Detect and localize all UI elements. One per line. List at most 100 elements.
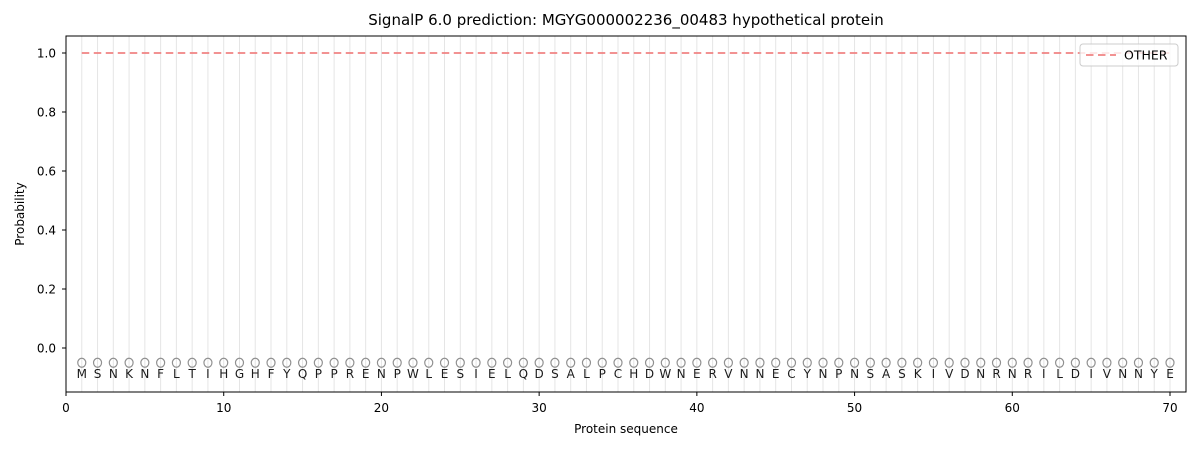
residue-marker [297, 357, 308, 368]
sequence-letter: S [94, 367, 102, 381]
sequence-letter: K [914, 367, 923, 381]
sequence-letter: L [1056, 367, 1063, 381]
sequence-letter: H [629, 367, 638, 381]
residue-marker [424, 357, 434, 368]
residue-marker [1007, 357, 1017, 368]
sequence-letter: E [772, 367, 780, 381]
sequence-letter: H [251, 367, 260, 381]
sequence-letter: I [1042, 367, 1046, 381]
residue-marker [613, 357, 623, 368]
y-tick-label: 1.0 [37, 46, 56, 60]
residue-marker [1118, 357, 1128, 368]
residue-marker [723, 357, 734, 368]
sequence-letter: F [268, 367, 275, 381]
residue-marker [834, 357, 844, 368]
residue-marker [1086, 357, 1096, 368]
x-tick-label: 10 [216, 401, 231, 415]
sequence-letter: N [850, 367, 859, 381]
residue-marker [203, 357, 213, 368]
residue-marker [566, 357, 576, 368]
y-tick-label: 0.2 [37, 282, 56, 296]
residue-marker [597, 357, 607, 368]
residue-marker [92, 357, 103, 368]
sequence-letter: P [599, 367, 606, 381]
legend-box [1079, 43, 1179, 67]
sequence-letter: Y [1150, 367, 1159, 381]
residue-marker [439, 357, 450, 368]
x-tick-label: 50 [847, 401, 862, 415]
sequence-letter: N [109, 367, 118, 381]
residue-marker [692, 357, 702, 368]
residue-marker [471, 357, 481, 368]
residue-marker [881, 357, 891, 368]
y-axis-label: Probability [13, 182, 27, 245]
y-axis-ticks-group: 0.0 0.2 0.4 0.6 0.8 1.0 [37, 46, 66, 355]
sequence-letter: I [932, 367, 936, 381]
residue-marker [361, 357, 371, 368]
sequence-letter: R [346, 367, 354, 381]
residue-marker [108, 357, 118, 368]
residue-marker [171, 357, 181, 368]
legend-label: OTHER [1124, 48, 1168, 63]
residue-marker [708, 357, 718, 368]
legend: OTHER [1079, 43, 1179, 67]
sequence-letter: V [1103, 367, 1112, 381]
x-tick-label: 70 [1162, 401, 1177, 415]
sequence-letter: L [583, 367, 590, 381]
residue-marker [534, 357, 544, 368]
residue-marker [1070, 357, 1080, 368]
residue-marker [266, 357, 276, 368]
x-axis-ticks-group: 0 10 20 30 40 50 60 70 [62, 392, 1178, 415]
residue-marker [786, 357, 797, 368]
residue-marker [250, 357, 260, 368]
residue-marker [487, 357, 497, 368]
sequence-letter: W [659, 367, 671, 381]
sequence-letter: L [425, 367, 432, 381]
sequence-letter: P [394, 367, 401, 381]
sequence-letter: D [535, 367, 544, 381]
sequence-letter: N [1134, 367, 1143, 381]
sequence-letter: Q [519, 367, 528, 381]
sequence-letter: N [819, 367, 828, 381]
y-tick-label: 0.4 [37, 223, 56, 237]
sequence-letter: V [724, 367, 733, 381]
residue-marker [629, 357, 639, 368]
sequence-letter: A [567, 367, 576, 381]
residue-marker [503, 357, 513, 368]
sequence-letter: N [740, 367, 749, 381]
sequence-letter: Q [298, 367, 307, 381]
residue-marker [234, 357, 245, 368]
residue-marker [1149, 357, 1159, 368]
sequence-letter: N [677, 367, 686, 381]
residue-marker [944, 357, 954, 368]
y-tick-label: 0.0 [37, 341, 56, 355]
sequence-letter: A [882, 367, 891, 381]
gridlines-group [81, 36, 1171, 392]
sequence-letter: V [945, 367, 954, 381]
sequence-letter: D [960, 367, 969, 381]
residue-marker [77, 357, 87, 368]
sequence-letter: T [187, 367, 196, 381]
residue-marker [865, 357, 875, 368]
sequence-letter: N [1008, 367, 1017, 381]
residue-marker [329, 357, 339, 368]
y-tick-label: 0.6 [37, 164, 56, 178]
x-tick-label: 40 [689, 401, 704, 415]
sequence-letter: D [1071, 367, 1080, 381]
residue-marker [140, 357, 150, 368]
chart-title: SignalP 6.0 prediction: MGYG000002236_00… [368, 11, 884, 30]
x-tick-label: 0 [62, 401, 70, 415]
sequence-letter: F [157, 367, 164, 381]
residue-marker [313, 357, 323, 368]
residue-marker [282, 357, 292, 368]
sequence-letter: M [77, 367, 87, 381]
residue-marker [802, 357, 812, 368]
sequence-letter: C [787, 367, 795, 381]
sequence-letter: L [504, 367, 511, 381]
sequence-letter: G [235, 367, 244, 381]
sequence-letter: I [206, 367, 210, 381]
sequence-letter: N [377, 367, 386, 381]
residue-marker [660, 357, 670, 368]
